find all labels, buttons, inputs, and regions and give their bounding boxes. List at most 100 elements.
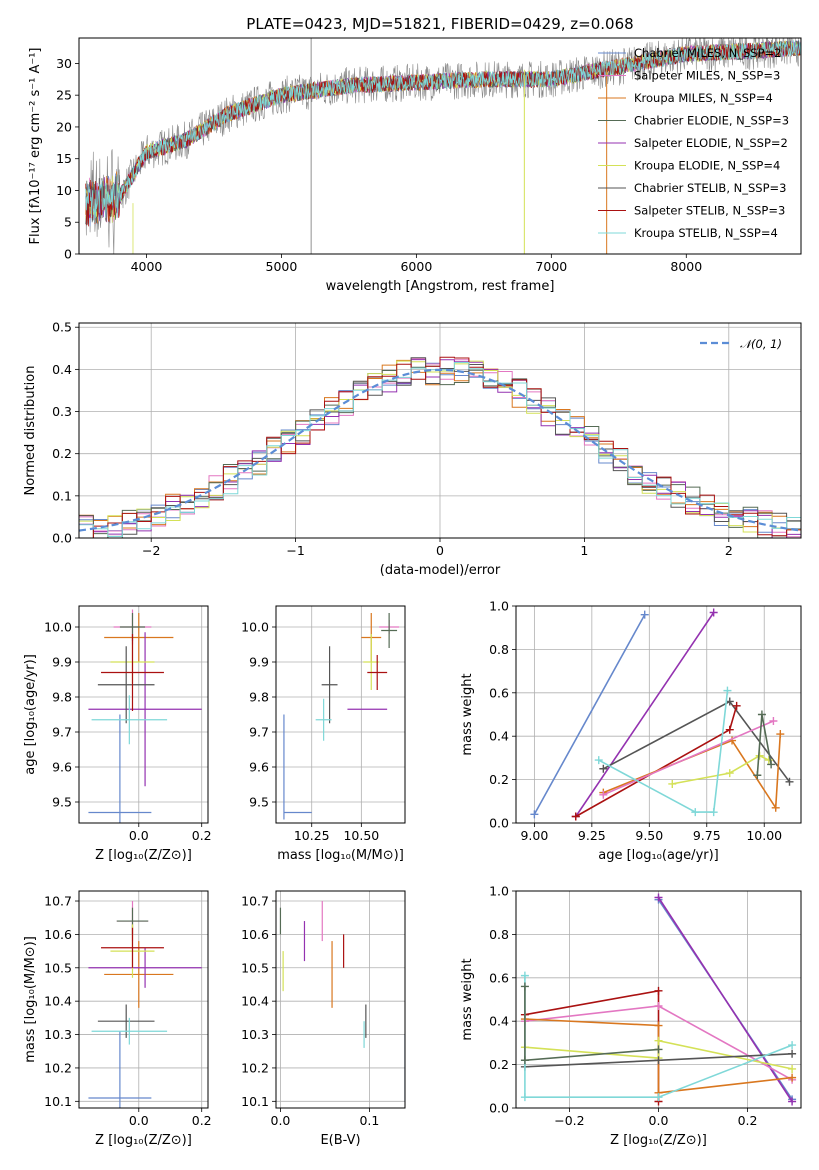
series-point [654, 1002, 663, 1011]
y-tick-label: 0.2 [52, 446, 72, 461]
errorbar-salpeter_elodie [88, 632, 202, 787]
series-point [654, 1056, 663, 1065]
series-point [654, 1036, 663, 1045]
series-point [599, 764, 608, 773]
series-point [599, 790, 608, 799]
x-tick-label: 9.50 [635, 828, 663, 843]
grid-residuals [79, 323, 801, 538]
x-axis-label: Z [log₁₀(Z/Z⊙)] [95, 848, 192, 863]
series-point [530, 810, 539, 819]
y-tick-label: 20 [56, 119, 72, 134]
series-point [732, 701, 741, 710]
series-point [654, 1093, 663, 1102]
x-tick-label: 7000 [535, 259, 567, 274]
x-axis-label: Z [log₁₀(Z/Z⊙)] [610, 1133, 707, 1148]
x-axis-label: mass [log₁₀(M/M⊙)] [277, 848, 404, 863]
series-line [602, 733, 782, 811]
grid-z-mass [79, 891, 208, 1108]
y-axis-label: Normed distribution [23, 366, 38, 496]
series-point [654, 893, 663, 902]
errorbar-salpeter_elodie [88, 947, 202, 988]
y-tick-label: 9.8 [249, 690, 269, 705]
grid-z-age [79, 606, 208, 823]
normal-curve [79, 368, 799, 532]
series-kroupa_elodie [668, 751, 773, 788]
series-point [520, 982, 529, 991]
y-tick-label: 0.1 [52, 488, 72, 503]
legend-entry: Kroupa MILES, N_SSP=4 [634, 91, 773, 105]
errorbar-kroupa_miles [104, 613, 174, 662]
y-tick-label: 9.5 [249, 795, 269, 810]
series-point [753, 771, 762, 780]
legend-entry: Salpeter STELIB, N_SSP=3 [634, 204, 785, 218]
legend-entry: Salpeter ELODIE, N_SSP=2 [634, 136, 788, 150]
y-axis-label: mass weight [460, 958, 475, 1040]
series-point [723, 686, 732, 695]
series-salpeter_elodie [571, 608, 718, 821]
series-point [788, 1097, 797, 1106]
y-tick-label: 10 [56, 183, 72, 198]
series-salpeter_miles [599, 717, 778, 799]
series-point [788, 1049, 797, 1058]
y-tick-label: 10.1 [241, 1094, 269, 1109]
y-axis-label: mass weight [460, 673, 475, 755]
x-tick-label: 9.00 [520, 828, 548, 843]
axes-frame [275, 605, 406, 824]
x-tick-label: 1 [580, 543, 588, 558]
series-line [672, 754, 770, 785]
y-tick-label: 30 [56, 56, 72, 71]
series-point [709, 608, 718, 617]
axes-spectrum: 4000 5000 6000 7000 8000 0 5 10 15 20 25 30 waveleng… [28, 37, 802, 294]
legend: 𝒩(0, 1) [700, 337, 782, 351]
series-point [594, 756, 603, 765]
y-tick-label: 0.3 [52, 404, 72, 419]
axes-frame [78, 605, 209, 824]
y-tick-label: 0.5 [52, 320, 72, 335]
errorbar-kroupa_miles [104, 941, 174, 1008]
y-tick-label: 0.2 [489, 772, 509, 787]
errorbar-chabrier_miles [88, 1031, 152, 1108]
series-point [654, 986, 663, 995]
y-tick-label: 15 [56, 151, 72, 166]
legend-entry: Kroupa STELIB, N_SSP=4 [634, 226, 778, 240]
y-tick-label: 9.6 [249, 760, 269, 775]
series-point [520, 1056, 529, 1065]
legend-entry: Chabrier STELIB, N_SSP=3 [634, 181, 786, 195]
x-tick-label: 0.2 [192, 828, 212, 843]
axes-residuals: −2 −1 0 1 2 0.0 0.1 0.2 0.3 0.4 0.5 (data-model)/er… [23, 320, 802, 578]
y-tick-label: 25 [56, 88, 72, 103]
errorbar-kroupa_stelib [91, 695, 168, 745]
x-tick-label: 0.0 [271, 1113, 291, 1128]
series-point [771, 803, 780, 812]
axes-frame [515, 605, 802, 824]
y-tick-label: 10.0 [44, 620, 72, 635]
y-axis-label: mass [log₁₀(M/M⊙)] [23, 936, 38, 1063]
errorbar-chabrier_stelib [97, 1004, 155, 1038]
errorbar-chabrier_stelib [321, 646, 338, 724]
y-tick-label: 9.6 [52, 760, 72, 775]
errorbars [279, 901, 405, 1102]
axes-z-weight: −0.2 0.0 0.2 0.0 0.2 0.4 0.6 0.8 1.0 Z [log₁₀(Z/Z… [460, 884, 802, 1148]
y-tick-label: 0.4 [489, 1014, 509, 1029]
errorbar-salpeter_stelib [367, 655, 388, 690]
grid-ebv-mass [276, 891, 405, 1108]
series-kroupa_miles [599, 730, 785, 812]
x-tick-label: 9.25 [578, 828, 606, 843]
series-point [788, 1073, 797, 1082]
y-tick-label: 0.8 [489, 927, 509, 942]
axes-frame [78, 890, 209, 1109]
y-tick-label: 10.7 [44, 894, 72, 909]
y-tick-label: 10.5 [44, 960, 72, 975]
y-tick-label: 10.3 [241, 1027, 269, 1042]
x-axis-label: E(B-V) [320, 1133, 360, 1148]
x-tick-label: 4000 [131, 259, 163, 274]
y-tick-label: 0.6 [489, 685, 509, 700]
y-tick-label: 1.0 [489, 599, 509, 614]
x-tick-label: 0.1 [359, 1113, 379, 1128]
series-point [788, 1064, 797, 1073]
errorbar-kroupa_stelib [91, 1017, 168, 1045]
series-point [776, 730, 785, 739]
y-tick-label: 9.8 [52, 690, 72, 705]
legend-entry: Chabrier ELODIE, N_SSP=3 [634, 114, 789, 128]
